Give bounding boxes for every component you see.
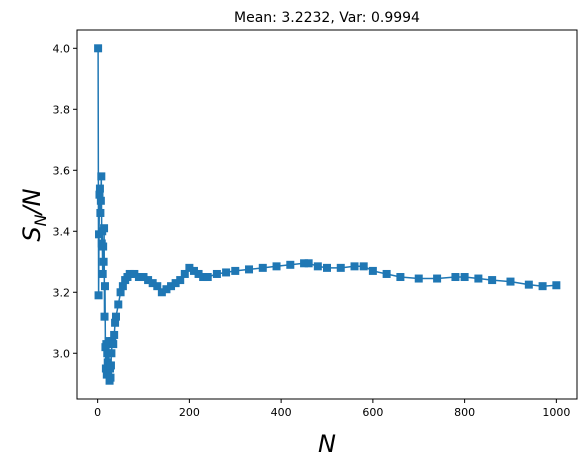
series-marker — [103, 349, 112, 358]
series-marker — [109, 340, 118, 349]
series-marker — [185, 263, 194, 272]
series-marker — [524, 280, 533, 289]
y-axis-label-base: S — [18, 226, 46, 241]
series-marker — [552, 281, 561, 290]
chart-title: Mean: 3.2232, Var: 0.9994 — [234, 10, 420, 26]
series-marker — [474, 274, 483, 283]
series-marker — [157, 288, 166, 297]
series-marker — [506, 277, 515, 286]
y-tick-label: 4.0 — [53, 42, 71, 55]
series-marker — [144, 276, 153, 285]
series-marker — [125, 269, 134, 278]
series-marker — [286, 260, 295, 269]
y-tick-label: 3.6 — [53, 164, 71, 177]
series-marker — [111, 318, 120, 327]
series-marker — [304, 259, 313, 268]
series-marker — [95, 190, 104, 199]
series-marker — [97, 172, 106, 181]
series-marker — [100, 312, 109, 321]
series-marker — [199, 273, 208, 282]
series-marker — [258, 263, 267, 272]
series-marker — [107, 349, 116, 358]
series-marker — [118, 282, 127, 291]
x-tick-label: 600 — [362, 406, 383, 419]
series-marker — [111, 312, 120, 321]
series-marker — [171, 279, 180, 288]
series-marker — [167, 282, 176, 291]
series-marker — [323, 263, 331, 272]
y-tick-label: 3.0 — [53, 347, 71, 360]
plot-area — [94, 44, 561, 385]
series-marker — [488, 276, 497, 285]
y-axis-label: SN/N — [18, 188, 50, 241]
series-marker — [245, 265, 254, 274]
plot-frame — [76, 29, 578, 400]
series-marker — [203, 273, 212, 282]
y-tick-label: 3.4 — [53, 225, 71, 238]
x-tick-label: 0 — [94, 406, 101, 419]
x-tick-label: 200 — [179, 406, 200, 419]
x-tick-label: 800 — [454, 406, 475, 419]
series-marker — [116, 288, 125, 297]
x-tick-label: 400 — [271, 406, 292, 419]
y-tick-label: 3.8 — [53, 103, 71, 116]
series-marker — [451, 273, 460, 282]
series-marker — [96, 196, 105, 205]
x-axis-ticks: 0 200 400 600 800 1000 — [94, 399, 570, 419]
series-marker — [212, 269, 221, 278]
series-marker — [106, 373, 115, 382]
series-marker — [99, 242, 108, 251]
series-marker — [94, 291, 103, 300]
series-marker — [100, 224, 109, 233]
series-marker — [460, 273, 469, 282]
series-marker — [99, 257, 108, 266]
x-tick-label: 1000 — [542, 406, 570, 419]
series-marker — [189, 266, 198, 275]
series-marker — [382, 269, 391, 278]
series-marker — [110, 330, 119, 339]
series-marker — [538, 282, 547, 291]
y-axis-ticks: 3.0 3.2 3.4 3.6 3.8 4.0 — [53, 42, 77, 360]
series-marker — [98, 269, 107, 278]
series-marker — [350, 262, 359, 271]
series-marker — [139, 273, 148, 282]
series-marker — [96, 208, 105, 217]
series-marker — [134, 273, 143, 282]
y-tick-label: 3.2 — [53, 286, 71, 299]
series-marker — [114, 300, 123, 309]
series-marker — [300, 259, 309, 268]
series-marker — [272, 262, 281, 271]
series-marker — [222, 268, 231, 277]
series-marker — [368, 266, 377, 275]
series-marker — [148, 279, 157, 288]
series-marker — [176, 276, 185, 285]
series-marker — [130, 269, 139, 278]
x-axis-label: N — [318, 430, 336, 458]
series-marker — [94, 44, 103, 53]
series-marker — [194, 269, 203, 278]
y-axis-label-sub: N — [31, 214, 50, 226]
series-marker — [336, 263, 345, 272]
series-marker — [153, 282, 162, 291]
series-marker — [359, 262, 368, 271]
series-marker — [180, 269, 189, 278]
y-axis-label-suffix: /N — [18, 188, 46, 216]
series-marker — [414, 274, 423, 283]
series-marker — [231, 266, 240, 275]
series-line — [97, 48, 557, 381]
series-marker — [106, 361, 115, 370]
series-marker — [313, 262, 322, 271]
series-marker — [433, 274, 442, 283]
series-marker — [396, 273, 405, 282]
series-marker — [95, 184, 104, 193]
series-marker — [100, 282, 109, 291]
series-marker — [162, 285, 171, 294]
